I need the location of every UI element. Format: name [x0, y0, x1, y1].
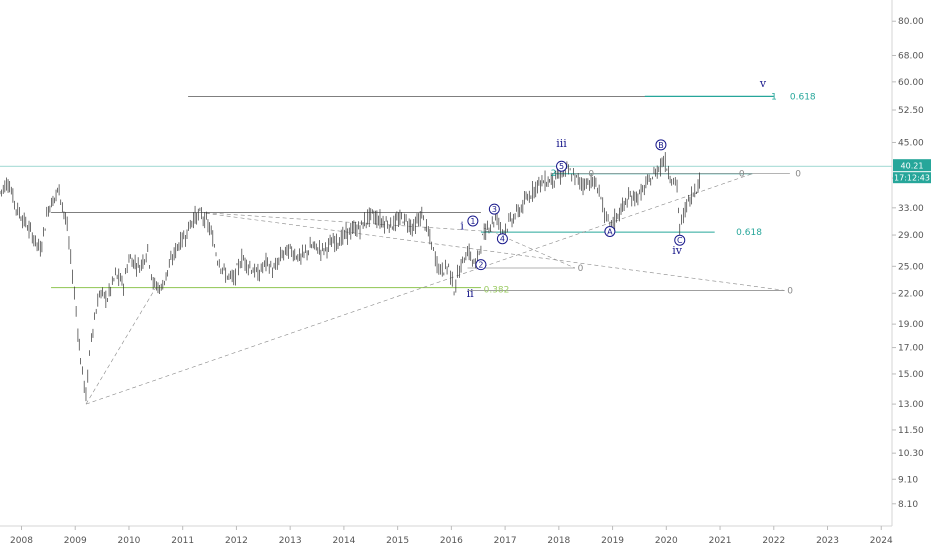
y-tick-label: 11.50: [898, 426, 924, 436]
fib-label: 0.618: [736, 228, 762, 238]
wave-circle-label: 1: [470, 217, 475, 226]
y-tick-label: 29.00: [898, 231, 924, 241]
price-series: [0, 152, 700, 402]
wave-label: iii: [556, 137, 567, 150]
fib-label: 0: [795, 170, 801, 180]
y-tick-label: 8.10: [898, 500, 918, 510]
wave-circle: [488, 203, 500, 215]
fib-label: 2: [551, 169, 557, 179]
fib-label: 0: [578, 264, 584, 274]
x-tick-label: 2011: [171, 536, 194, 546]
x-tick-label: 2010: [118, 536, 141, 546]
trend-line-3: [198, 212, 785, 291]
fib-label: 0: [787, 286, 793, 296]
y-tick-label: 15.00: [898, 370, 924, 380]
y-tick-label: 17.00: [898, 344, 924, 354]
trend-line-1: [85, 173, 753, 405]
y-tick-label: 9.10: [898, 475, 918, 485]
wave-circle-label: 4: [500, 235, 505, 244]
trend-line-2: [85, 287, 157, 405]
wave-circle-label: 2: [478, 261, 483, 270]
fib-label: 0: [739, 170, 745, 180]
trend-line-4: [198, 212, 500, 233]
y-tick-label: 33.00: [898, 204, 924, 214]
x-tick-label: 2016: [440, 536, 463, 546]
x-tick-label: 2023: [816, 536, 839, 546]
wave-circle: [556, 160, 568, 172]
price-badge-time-bg: [893, 172, 931, 184]
x-tick-label: 2008: [10, 536, 33, 546]
y-tick-label: 19.00: [898, 320, 924, 330]
x-tick-label: 2012: [225, 536, 248, 546]
wave-circle-label: 5: [559, 162, 564, 171]
wave-label: iv: [672, 244, 683, 257]
x-tick-label: 2018: [547, 536, 570, 546]
fib-lines: [0, 95, 892, 405]
price-badge-value-bg: [893, 159, 931, 172]
y-tick-label: 25.00: [898, 262, 924, 272]
wave-circle-label: A: [607, 227, 613, 236]
x-tick-label: 2024: [870, 536, 893, 546]
y-tick-label: 10.30: [898, 449, 924, 459]
wave-circle: [496, 233, 508, 245]
x-tick-label: 2021: [709, 536, 732, 546]
wave-circle-label: B: [658, 141, 664, 150]
y-tick-label: 13.00: [898, 400, 924, 410]
x-tick-label: 2014: [332, 536, 355, 546]
x-tick-label: 2015: [386, 536, 409, 546]
wave-label: i: [460, 219, 464, 232]
price-badge: 40.21 17:12:43: [893, 159, 931, 184]
x-axis: 2008 2009 2010 2011 2012 2013 2014 2015 2016 2017…: [10, 526, 893, 546]
fib-label: 1: [771, 92, 777, 102]
wave-circle: [467, 215, 479, 227]
x-tick-label: 2013: [279, 536, 302, 546]
wave-circle-label: C: [677, 236, 683, 245]
fib-label: 0.382: [484, 285, 510, 295]
wave-label: ii: [467, 287, 475, 300]
y-tick-label: 45.00: [898, 138, 924, 148]
wave-circle: [475, 259, 487, 271]
wave-circle: [674, 234, 686, 246]
fib-label: 0: [588, 170, 594, 180]
x-tick-label: 2022: [762, 536, 785, 546]
y-axis: 80.0068.0060.0052.5045.0038.0033.0029.00…: [892, 17, 924, 510]
wave-circle: [604, 225, 616, 237]
wave-label: v: [759, 77, 767, 90]
x-tick-label: 2020: [655, 536, 678, 546]
y-tick-label: 68.00: [898, 51, 924, 61]
x-tick-label: 2017: [494, 536, 517, 546]
y-tick-label: 80.00: [898, 17, 924, 27]
y-tick-label: 22.00: [898, 289, 924, 299]
x-tick-label: 2009: [64, 536, 87, 546]
wave-circle: [655, 139, 667, 151]
wave-circle-label: 3: [492, 205, 497, 214]
price-badge-time: 17:12:43: [894, 174, 930, 183]
fib-label: 0.618: [790, 92, 816, 102]
y-tick-label: 52.50: [898, 106, 924, 116]
price-badge-value: 40.21: [901, 162, 924, 171]
y-tick-label: 60.00: [898, 78, 924, 88]
x-tick-label: 2019: [601, 536, 624, 546]
